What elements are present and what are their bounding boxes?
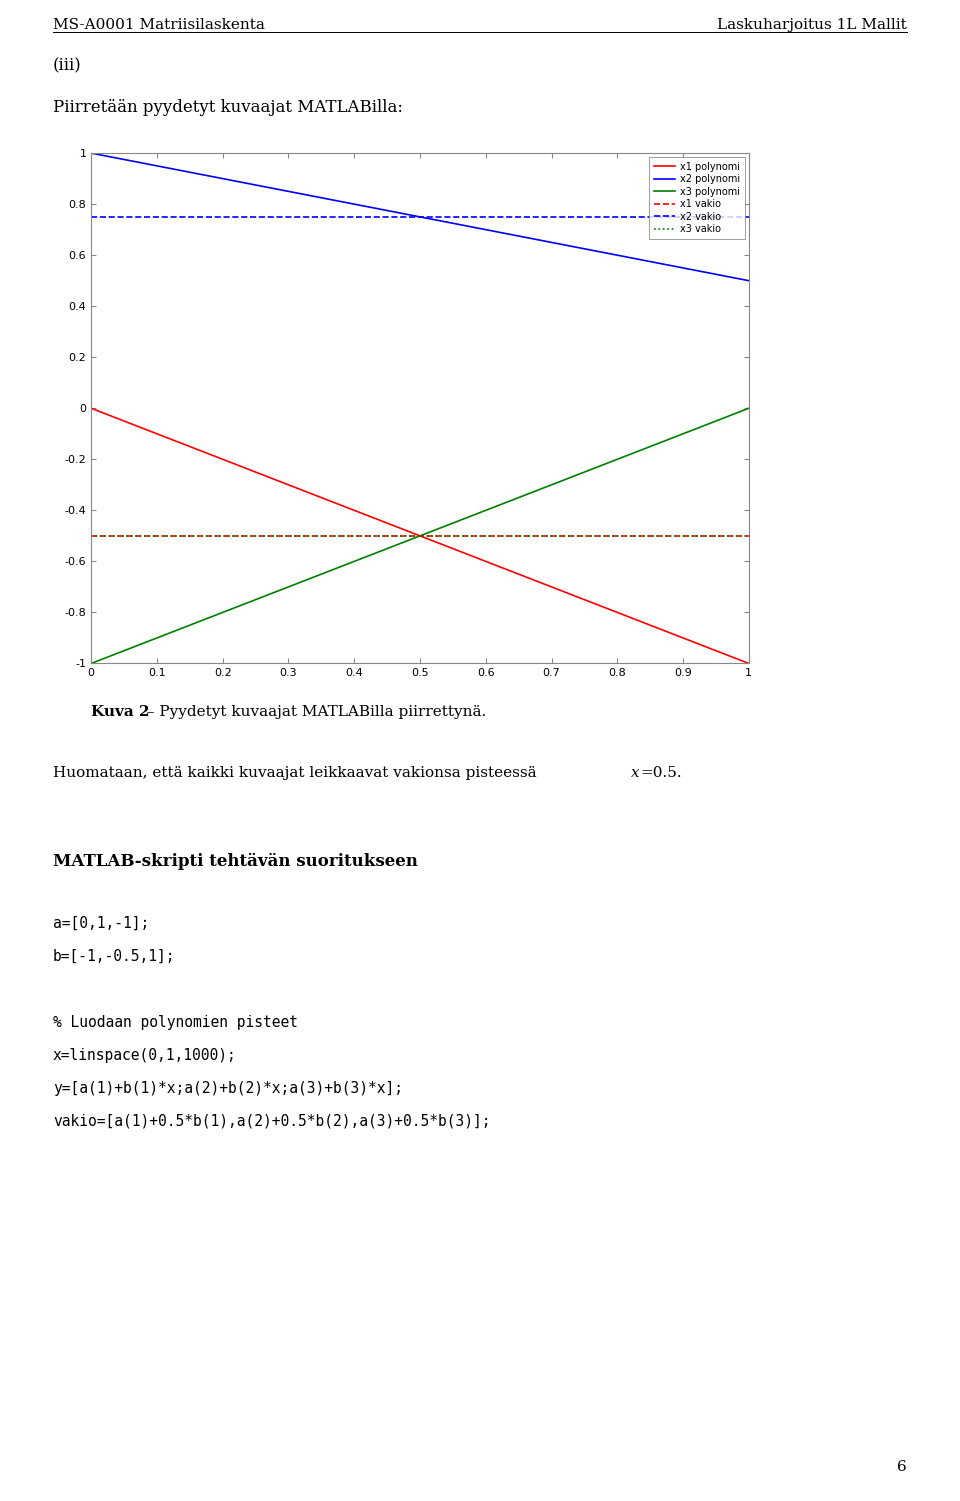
Text: a=[0,1,-1];: a=[0,1,-1]; — [53, 916, 149, 931]
Text: Piirretään pyydetyt kuvaajat MATLABilla:: Piirretään pyydetyt kuvaajat MATLABilla: — [53, 99, 403, 116]
Text: Kuva 2: Kuva 2 — [91, 705, 150, 719]
Text: % Luodaan polynomien pisteet: % Luodaan polynomien pisteet — [53, 1015, 298, 1030]
Text: x: x — [631, 766, 639, 779]
Text: Huomataan, että kaikki kuvaajat leikkaavat vakionsa pisteessä: Huomataan, että kaikki kuvaajat leikkaav… — [53, 766, 541, 779]
Text: 6: 6 — [898, 1460, 907, 1474]
Text: b=[-1,-0.5,1];: b=[-1,-0.5,1]; — [53, 949, 176, 964]
Text: x=linspace(0,1,1000);: x=linspace(0,1,1000); — [53, 1048, 236, 1063]
Text: – Pyydetyt kuvaajat MATLABilla piirrettynä.: – Pyydetyt kuvaajat MATLABilla piirretty… — [142, 705, 487, 719]
Text: vakio=[a(1)+0.5*b(1),a(2)+0.5*b(2),a(3)+0.5*b(3)];: vakio=[a(1)+0.5*b(1),a(2)+0.5*b(2),a(3)+… — [53, 1114, 491, 1129]
Text: y=[a(1)+b(1)*x;a(2)+b(2)*x;a(3)+b(3)*x];: y=[a(1)+b(1)*x;a(2)+b(2)*x;a(3)+b(3)*x]; — [53, 1081, 403, 1096]
Text: MATLAB-skripti tehtävän suoritukseen: MATLAB-skripti tehtävän suoritukseen — [53, 853, 418, 869]
Text: (iii): (iii) — [53, 57, 82, 74]
Text: =0.5.: =0.5. — [640, 766, 682, 779]
Text: Laskuharjoitus 1L Mallit: Laskuharjoitus 1L Mallit — [717, 18, 907, 32]
Legend: x1 polynomi, x2 polynomi, x3 polynomi, x1 vakio, x2 vakio, x3 vakio: x1 polynomi, x2 polynomi, x3 polynomi, x… — [649, 158, 745, 239]
Text: MS-A0001 Matriisilaskenta: MS-A0001 Matriisilaskenta — [53, 18, 265, 32]
